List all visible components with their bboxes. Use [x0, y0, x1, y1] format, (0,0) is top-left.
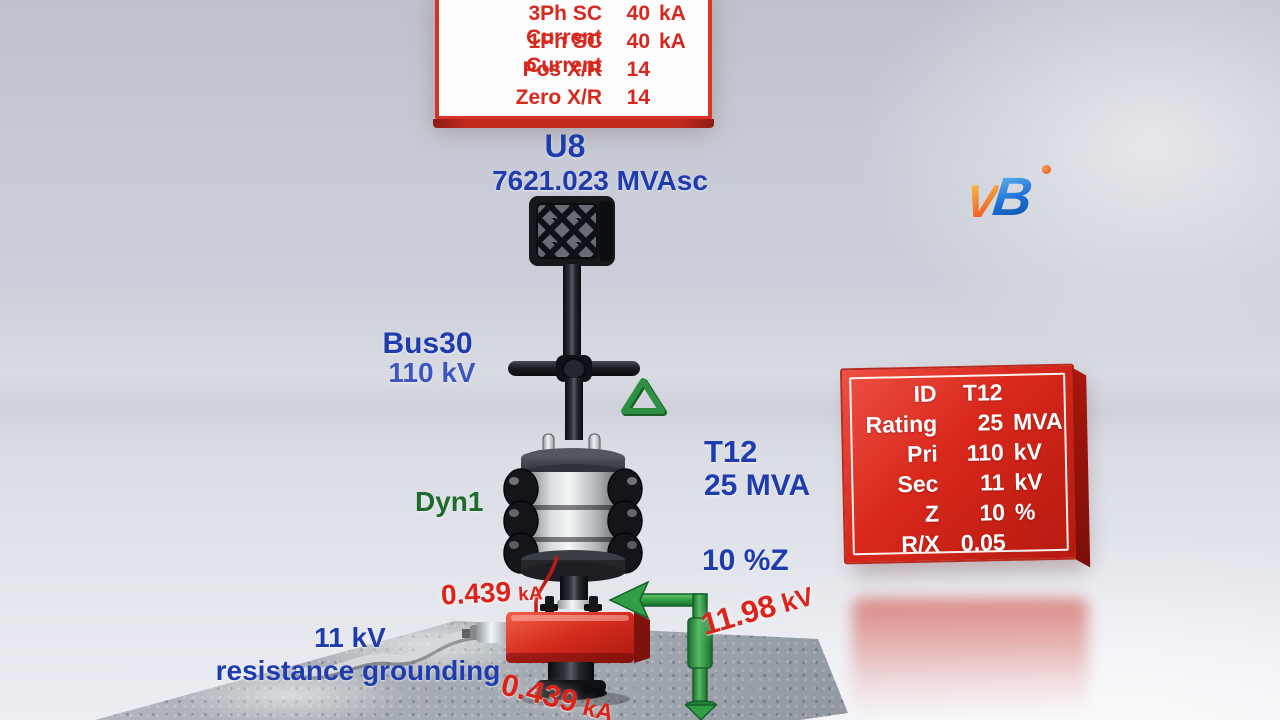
- spec-row: Zero X/R 14: [449, 86, 692, 114]
- id-row: Rating 25 MVA: [855, 407, 1063, 442]
- transformer-id-panel: ID T12 Rating 25 MVA Pri 110 kV Sec 11 k…: [839, 363, 1091, 568]
- source-capacity-label: 7621.023 MVAsc: [492, 165, 708, 196]
- id-value: 110: [966, 439, 1005, 466]
- source-id-label: U8: [544, 128, 586, 164]
- id-row: Sec 11 kV: [856, 468, 1061, 502]
- spec-label: Zero X/R: [515, 86, 602, 109]
- spec-label: 1Ph SC Current: [526, 30, 602, 77]
- id-unit: %: [1014, 498, 1036, 525]
- ground-arrow-icon: [608, 580, 718, 720]
- transformer-impedance-label: 10 %Z: [702, 544, 789, 577]
- delta-triangle-icon: [621, 378, 667, 416]
- bus-bar-icon: [508, 355, 640, 440]
- id-unit: MVA: [1012, 407, 1063, 435]
- spec-row: Pos X/R 14: [449, 58, 692, 86]
- ground-current-top: 0.439 kA: [440, 574, 543, 611]
- id-value: T12: [962, 379, 1003, 406]
- id-row: ID T12: [854, 378, 1059, 412]
- spec-label: Pos X/R: [522, 58, 602, 81]
- spec-row: 1Ph SC Current 40 kA: [449, 30, 692, 77]
- spec-value: 40: [626, 30, 650, 53]
- id-value: 10: [979, 499, 1006, 526]
- logo-letter-b: B: [989, 167, 1036, 227]
- id-label: Rating: [865, 410, 938, 438]
- id-row: Pri 110 kV: [856, 438, 1061, 472]
- spec-row: 3Ph SC Current 40 kA: [449, 2, 692, 49]
- grounding-voltage-label: 11 kV: [314, 622, 386, 653]
- id-label: R/X: [901, 530, 940, 558]
- source-spec-panel-edge: [433, 119, 714, 128]
- transformer-coil-icon: [503, 433, 643, 606]
- transformer-rating-label: 25 MVA: [704, 469, 811, 502]
- ground-resistor-icon: [294, 596, 650, 707]
- vector-group-label: Dyn1: [415, 486, 484, 517]
- id-value: 11: [979, 469, 1005, 496]
- id-unit: kV: [1014, 468, 1043, 495]
- spec-unit: kA: [659, 30, 686, 53]
- fault-wire: [534, 555, 559, 613]
- id-value: 25: [977, 409, 1004, 436]
- id-row: Z 10 %: [857, 498, 1062, 532]
- id-panel-floor-reflection: [852, 598, 1088, 720]
- source-spec-panel: 3Ph SC Current 40 kA 1Ph SC Current 40 k…: [435, 0, 712, 120]
- id-unit: kV: [1013, 438, 1043, 465]
- ground-current-bottom-unit: kA: [579, 693, 617, 720]
- ground-current-top-value: 0.439: [440, 576, 512, 611]
- id-label: ID: [913, 380, 937, 407]
- spec-label: 3Ph SC Current: [526, 2, 602, 49]
- id-unit: [1006, 549, 1062, 550]
- transformer-id-label: T12: [704, 434, 758, 469]
- spec-unit: kA: [659, 2, 686, 25]
- id-label: Pri: [906, 440, 939, 468]
- ground-current-top-unit: kA: [517, 583, 544, 606]
- id-row: R/X 0.05: [857, 528, 1062, 562]
- spec-value: 40: [626, 2, 650, 25]
- id-label: Z: [924, 500, 940, 527]
- vb-logo-icon: V B: [963, 164, 1082, 236]
- bus-id-label: Bus30: [382, 327, 473, 360]
- id-value: 0.05: [960, 529, 1006, 556]
- spec-value: 14: [626, 58, 650, 81]
- spec-value: 14: [626, 86, 650, 109]
- id-label: Sec: [897, 470, 939, 498]
- utility-source-cube-icon: [529, 196, 615, 366]
- logo-dot-icon: [1042, 165, 1051, 174]
- bus-voltage-label: 110 kV: [388, 357, 476, 388]
- grounding-type-label: resistance grounding: [215, 655, 501, 686]
- id-unit: [1003, 399, 1059, 400]
